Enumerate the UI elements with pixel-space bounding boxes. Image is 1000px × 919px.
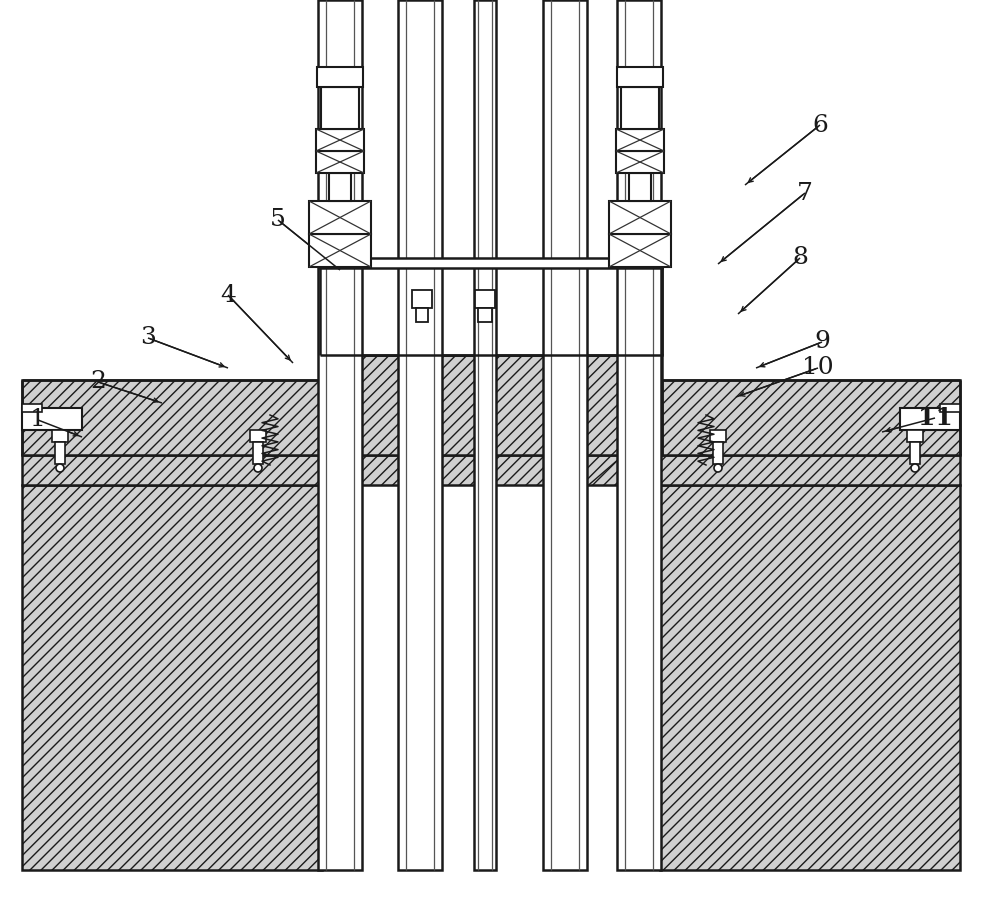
Bar: [474, 0, 496, 870]
Text: 10: 10: [802, 357, 834, 380]
Text: 8: 8: [792, 246, 808, 269]
Bar: [253, 442, 263, 464]
Bar: [320, 258, 662, 268]
Bar: [940, 404, 960, 412]
Bar: [900, 408, 960, 430]
Bar: [662, 380, 960, 455]
Text: 9: 9: [814, 331, 830, 354]
Bar: [609, 234, 671, 267]
Text: 5: 5: [270, 209, 286, 232]
Bar: [22, 455, 960, 485]
Bar: [475, 290, 495, 308]
Bar: [609, 201, 671, 234]
Circle shape: [254, 464, 262, 472]
Bar: [907, 430, 923, 442]
Bar: [621, 87, 659, 129]
Bar: [910, 442, 920, 464]
Text: 4: 4: [220, 283, 236, 307]
Bar: [321, 87, 359, 129]
Bar: [398, 0, 442, 870]
Bar: [617, 0, 661, 870]
Bar: [616, 129, 664, 151]
Bar: [478, 308, 492, 322]
Bar: [616, 151, 664, 173]
Bar: [250, 430, 266, 442]
Bar: [617, 67, 663, 87]
Bar: [309, 234, 371, 267]
Bar: [22, 408, 82, 430]
Bar: [22, 380, 320, 455]
Text: 2: 2: [90, 370, 106, 393]
Bar: [55, 442, 65, 464]
Bar: [412, 290, 432, 308]
Bar: [329, 173, 351, 201]
Bar: [52, 430, 68, 442]
Bar: [713, 442, 723, 464]
Circle shape: [56, 464, 64, 472]
Bar: [629, 173, 651, 201]
Circle shape: [911, 464, 919, 472]
Bar: [416, 308, 428, 322]
Bar: [317, 67, 363, 87]
Bar: [660, 485, 960, 870]
Circle shape: [714, 464, 722, 472]
Text: 6: 6: [812, 114, 828, 137]
Bar: [320, 355, 662, 455]
Bar: [318, 0, 362, 870]
Bar: [22, 485, 322, 870]
Bar: [316, 129, 364, 151]
Text: 11: 11: [918, 406, 952, 430]
Text: 7: 7: [797, 181, 813, 205]
Text: 1: 1: [30, 409, 46, 432]
Bar: [22, 404, 42, 412]
Bar: [543, 0, 587, 870]
Bar: [309, 201, 371, 234]
Bar: [320, 265, 662, 355]
Bar: [710, 430, 726, 442]
Bar: [316, 151, 364, 173]
Text: 3: 3: [140, 326, 156, 349]
